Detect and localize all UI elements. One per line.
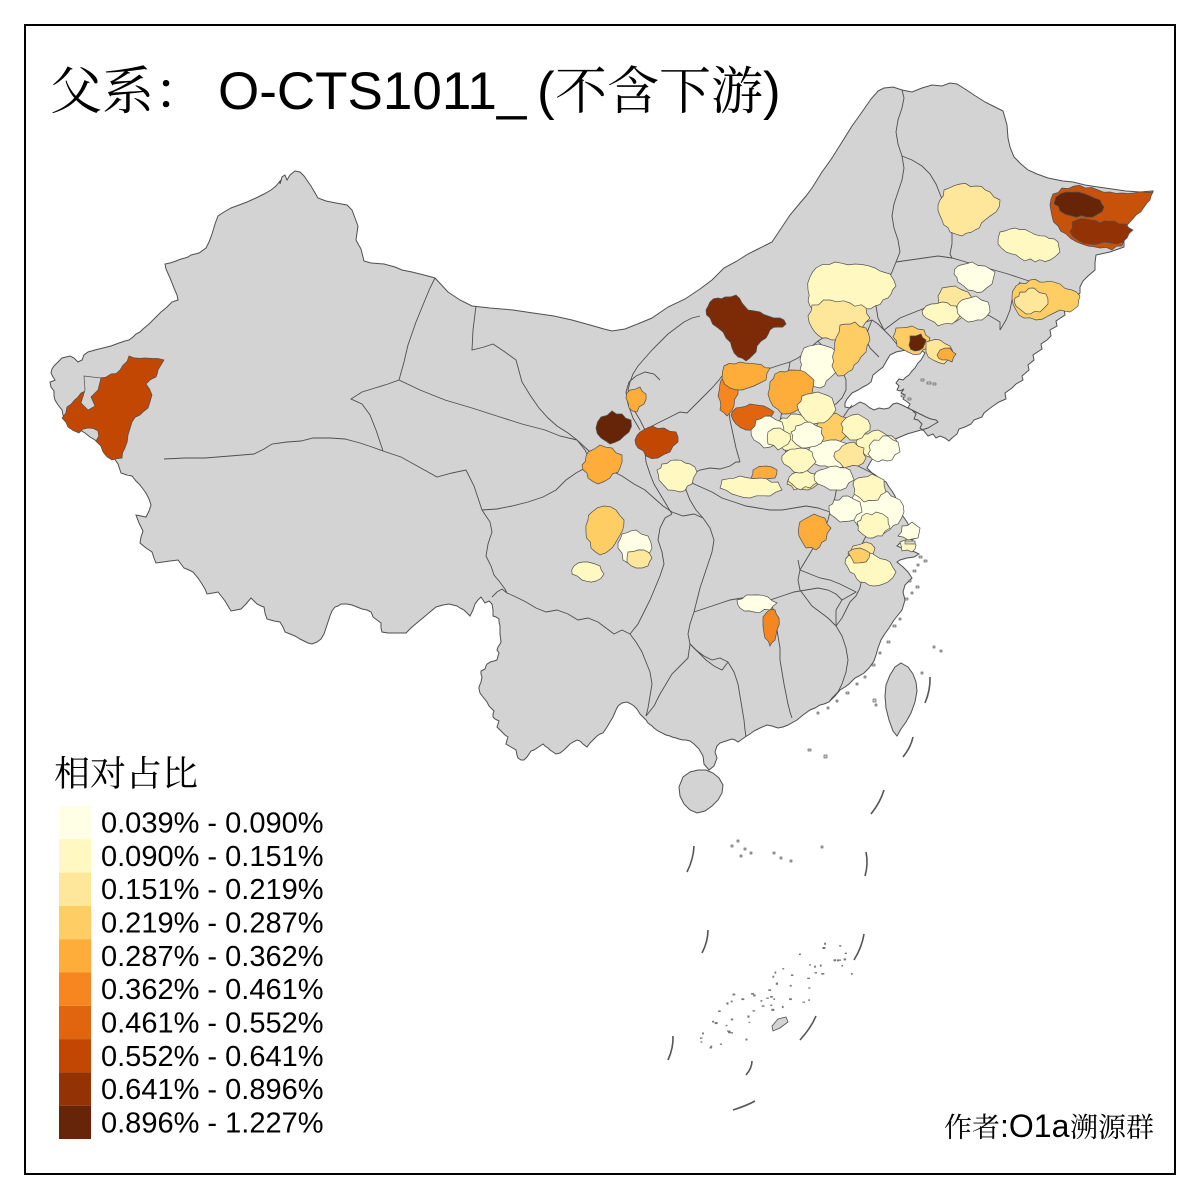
- svg-text:(: (: [537, 62, 555, 121]
- svg-text:0.287% - 0.362%: 0.287% - 0.362%: [101, 941, 323, 973]
- svg-text:0.896% - 1.227%: 0.896% - 1.227%: [101, 1107, 323, 1139]
- svg-text::O1a: :O1a: [1000, 1108, 1070, 1144]
- svg-text:0.552% - 0.641%: 0.552% - 0.641%: [101, 1041, 323, 1073]
- svg-text:0.362% - 0.461%: 0.362% - 0.461%: [101, 974, 323, 1006]
- svg-text:0.151% - 0.219%: 0.151% - 0.219%: [101, 874, 323, 906]
- svg-text:O-CTS1011_: O-CTS1011_: [218, 62, 528, 121]
- svg-text:): ): [763, 62, 781, 121]
- svg-text:0.219% - 0.287%: 0.219% - 0.287%: [101, 908, 323, 940]
- svg-text:0.090% - 0.151%: 0.090% - 0.151%: [101, 841, 323, 873]
- svg-text:0.641% - 0.896%: 0.641% - 0.896%: [101, 1074, 323, 1106]
- svg-text:0.461% - 0.552%: 0.461% - 0.552%: [101, 1007, 323, 1039]
- svg-text:0.039% - 0.090%: 0.039% - 0.090%: [101, 808, 323, 840]
